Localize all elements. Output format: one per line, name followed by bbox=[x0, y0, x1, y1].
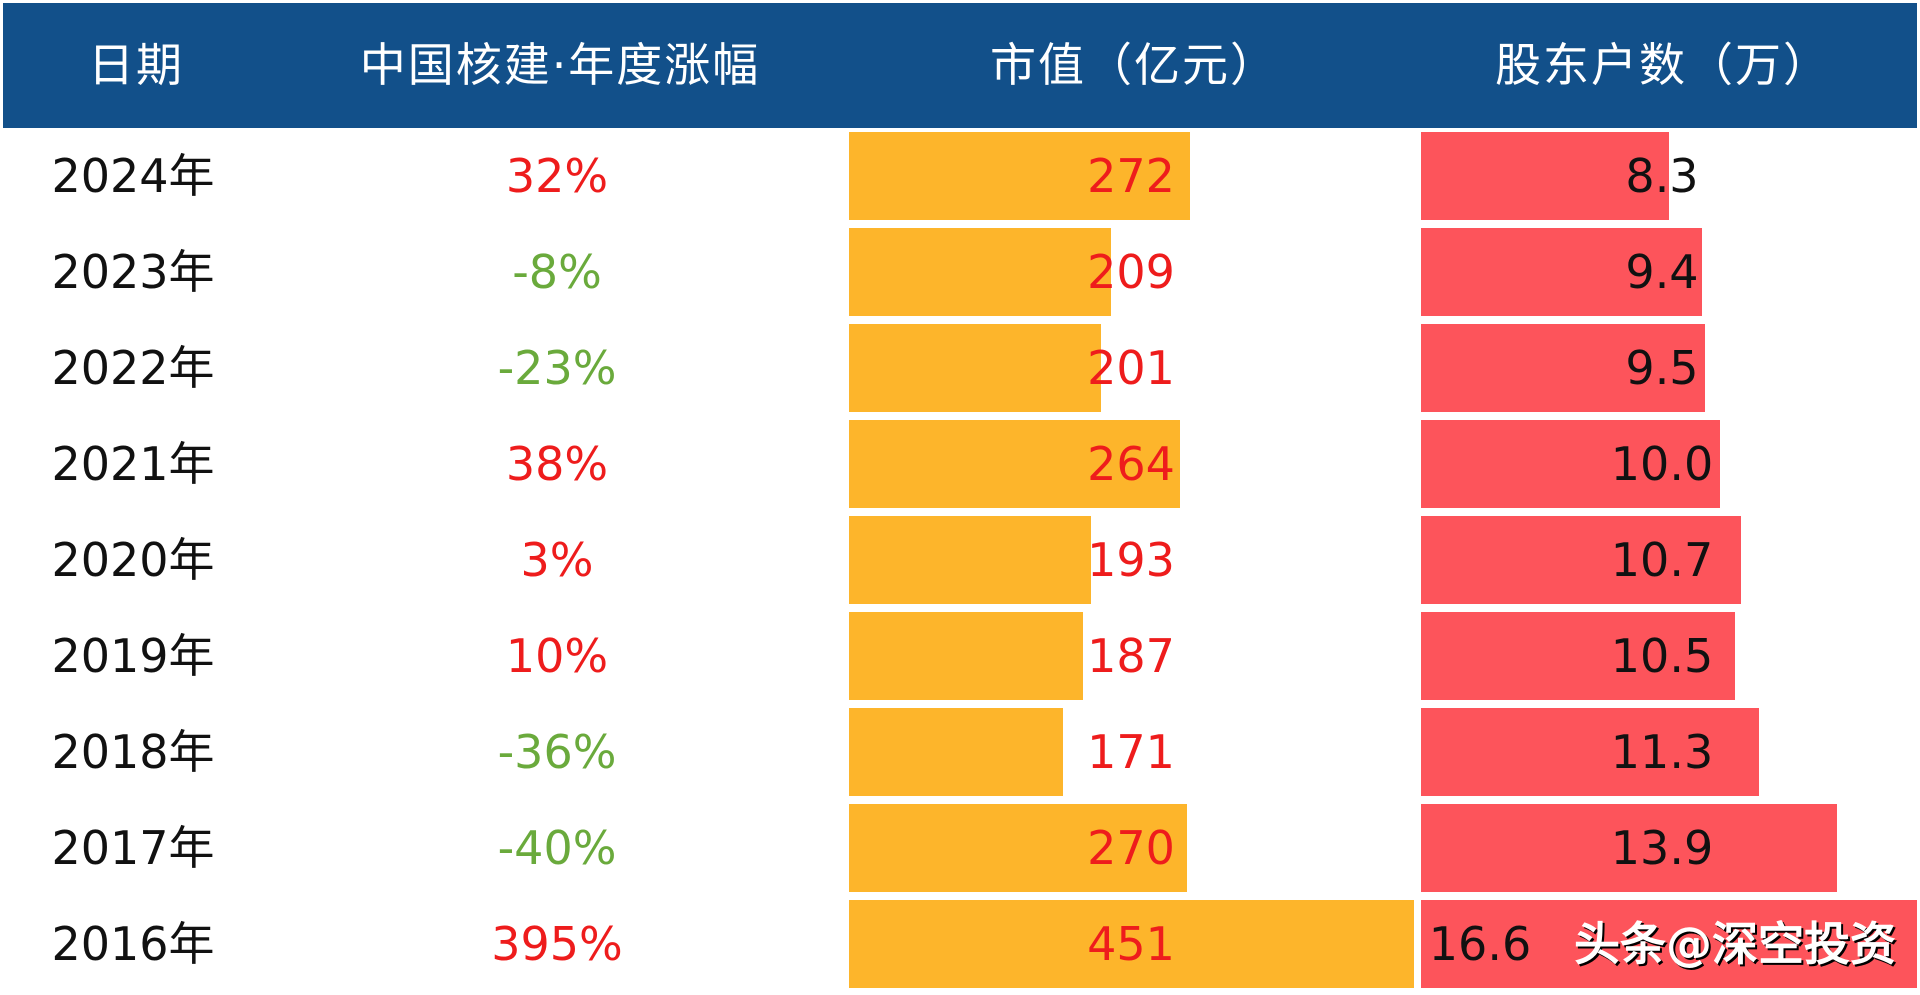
table-row: 2020年 3% 193 10.7 bbox=[0, 516, 1920, 604]
cap-label: 187 bbox=[1087, 629, 1175, 683]
cap-bar bbox=[849, 420, 1180, 508]
cap-label: 209 bbox=[1087, 245, 1175, 299]
holders-label: 9.4 bbox=[1625, 245, 1699, 299]
holders-bar bbox=[1421, 228, 1703, 316]
holders-bar bbox=[1421, 708, 1759, 796]
date-cell: 2020年 bbox=[51, 533, 215, 587]
date-cell: 2024年 bbox=[51, 149, 215, 203]
cap-bar bbox=[849, 708, 1064, 796]
change-cell: 10% bbox=[505, 629, 609, 683]
table-row: 2017年 -40% 270 13.9 bbox=[0, 804, 1920, 892]
holders-bar bbox=[1421, 420, 1720, 508]
holders-bar bbox=[1421, 324, 1706, 412]
watermark: 头条@深空投资 bbox=[1574, 917, 1896, 971]
header-cap: 市值（亿元） bbox=[990, 38, 1278, 92]
holders-label: 16.6 bbox=[1428, 917, 1532, 971]
cap-label: 264 bbox=[1087, 437, 1175, 491]
change-cell: -23% bbox=[497, 341, 617, 395]
date-cell: 2016年 bbox=[51, 917, 215, 971]
cap-bar bbox=[849, 900, 1415, 988]
change-cell: 395% bbox=[491, 917, 623, 971]
change-cell: -8% bbox=[512, 245, 602, 299]
change-cell: -40% bbox=[497, 821, 617, 875]
cap-label: 451 bbox=[1087, 917, 1175, 971]
header-change: 中国核建·年度涨幅 bbox=[359, 38, 761, 92]
table-row: 2023年 -8% 209 9.4 bbox=[0, 228, 1920, 316]
table-row: 2018年 -36% 171 11.3 bbox=[0, 708, 1920, 796]
holders-bar bbox=[1421, 804, 1837, 892]
holders-label: 8.3 bbox=[1625, 149, 1699, 203]
holders-label: 11.3 bbox=[1610, 725, 1714, 779]
holders-bar bbox=[1421, 132, 1670, 220]
cap-label: 270 bbox=[1087, 821, 1175, 875]
header-holders: 股东户数（万） bbox=[1495, 38, 1831, 92]
date-cell: 2023年 bbox=[51, 245, 215, 299]
table-row: 2024年 32% 272 8.3 bbox=[0, 132, 1920, 220]
cap-label: 201 bbox=[1087, 341, 1175, 395]
table-row: 2021年 38% 264 10.0 bbox=[0, 420, 1920, 508]
cap-label: 272 bbox=[1087, 149, 1175, 203]
change-cell: 32% bbox=[505, 149, 609, 203]
date-cell: 2021年 bbox=[51, 437, 215, 491]
cap-bar bbox=[849, 324, 1101, 412]
cap-bar bbox=[849, 516, 1091, 604]
holders-label: 10.5 bbox=[1610, 629, 1714, 683]
table-row: 2022年 -23% 201 9.5 bbox=[0, 324, 1920, 412]
change-cell: -36% bbox=[497, 725, 617, 779]
date-cell: 2019年 bbox=[51, 629, 215, 683]
date-cell: 2018年 bbox=[51, 725, 215, 779]
holders-bar bbox=[1421, 516, 1741, 604]
holders-label: 9.5 bbox=[1625, 341, 1699, 395]
holders-label: 13.9 bbox=[1610, 821, 1714, 875]
cap-bar bbox=[849, 804, 1188, 892]
holders-bar bbox=[1421, 612, 1735, 700]
table-row: 2016年 395% 451 16.6 bbox=[0, 900, 1920, 988]
change-cell: 3% bbox=[520, 533, 594, 587]
header-date: 日期 bbox=[88, 38, 184, 92]
cap-label: 193 bbox=[1087, 533, 1175, 587]
holders-label: 10.0 bbox=[1610, 437, 1714, 491]
cap-bar bbox=[849, 612, 1084, 700]
cap-bar bbox=[849, 132, 1190, 220]
date-cell: 2017年 bbox=[51, 821, 215, 875]
holders-bar bbox=[1421, 900, 1918, 988]
cap-bar bbox=[849, 228, 1111, 316]
change-cell: 38% bbox=[505, 437, 609, 491]
cap-label: 171 bbox=[1087, 725, 1175, 779]
date-cell: 2022年 bbox=[51, 341, 215, 395]
table-row: 2019年 10% 187 10.5 bbox=[0, 612, 1920, 700]
holders-label: 10.7 bbox=[1610, 533, 1714, 587]
table-header: 日期 中国核建·年度涨幅 市值（亿元） 股东户数（万） bbox=[3, 3, 1917, 128]
